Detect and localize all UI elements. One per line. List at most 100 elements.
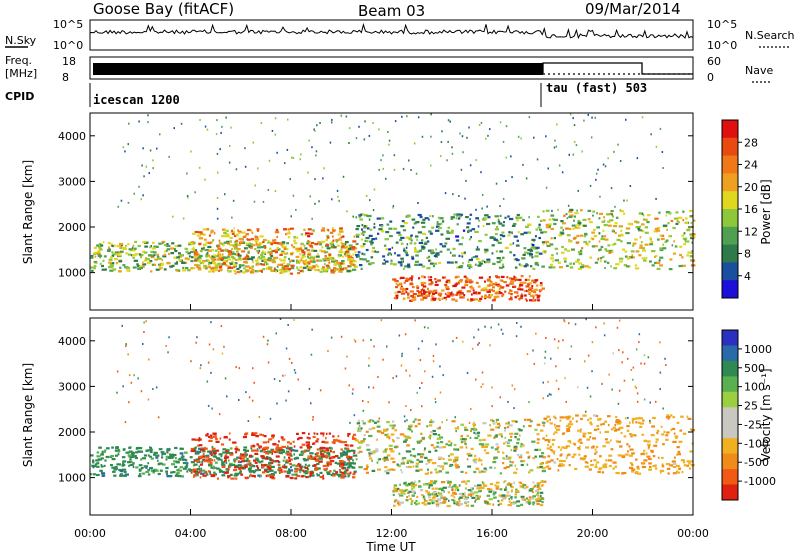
- data-cell: [353, 449, 356, 453]
- data-cell: [385, 231, 390, 234]
- data-cell: [447, 440, 451, 443]
- data-cell: [432, 420, 435, 423]
- data-cell: [244, 453, 248, 456]
- data-cell: [643, 354, 646, 357]
- data-cell: [616, 238, 621, 241]
- data-cell: [523, 289, 527, 293]
- data-cell: [510, 280, 512, 283]
- data-cell: [165, 458, 168, 461]
- data-cell: [432, 429, 436, 433]
- data-cell: [632, 366, 635, 369]
- data-cell: [373, 345, 375, 348]
- data-cell: [181, 261, 186, 264]
- data-cell: [152, 471, 155, 474]
- data-cell: [515, 278, 519, 281]
- data-cell: [523, 418, 527, 421]
- data-cell: [95, 261, 98, 264]
- data-cell: [207, 262, 210, 265]
- data-cell: [478, 439, 482, 442]
- data-cell: [202, 458, 205, 462]
- data-cell: [315, 455, 320, 458]
- data-cell: [366, 448, 371, 451]
- nave-label: Nave: [745, 64, 773, 77]
- data-cell: [608, 454, 613, 457]
- data-cell: [545, 434, 548, 437]
- data-cell: [554, 259, 559, 262]
- data-cell: [322, 474, 324, 477]
- data-cell: [575, 144, 578, 147]
- data-cell: [539, 463, 543, 466]
- data-cell: [502, 457, 505, 460]
- data-cell: [460, 441, 464, 444]
- data-cell: [222, 256, 227, 259]
- data-cell: [290, 466, 292, 469]
- data-cell: [528, 216, 530, 219]
- data-cell: [170, 252, 174, 255]
- data-cell: [316, 124, 318, 127]
- data-cell: [186, 269, 191, 272]
- data-cell: [253, 200, 256, 203]
- data-cell: [446, 248, 450, 251]
- data-cell: [202, 453, 205, 456]
- data-cell: [661, 151, 664, 153]
- data-cell: [617, 402, 620, 405]
- data-cell: [166, 448, 171, 451]
- data-cell: [285, 459, 288, 462]
- data-cell: [438, 492, 443, 495]
- data-cell: [145, 320, 147, 323]
- data-cell: [128, 248, 133, 251]
- data-cell: [375, 448, 379, 451]
- data-cell: [396, 500, 400, 503]
- data-cell: [450, 216, 455, 219]
- data-cell: [545, 135, 547, 138]
- data-cell: [317, 252, 319, 256]
- data-cell: [211, 259, 215, 262]
- data-cell: [507, 400, 509, 403]
- data-cell: [348, 465, 352, 468]
- data-cell: [213, 459, 216, 462]
- data-cell: [311, 260, 316, 263]
- data-cell: [137, 267, 141, 270]
- data-cell: [352, 263, 355, 266]
- data-cell: [484, 289, 488, 292]
- data-cell: [467, 493, 472, 496]
- data-cell: [362, 422, 366, 425]
- data-cell: [359, 218, 363, 221]
- data-cell: [220, 443, 225, 446]
- data-cell: [335, 260, 338, 263]
- data-cell: [495, 276, 500, 279]
- data-cell: [437, 433, 441, 437]
- data-cell: [464, 428, 469, 431]
- data-cell: [453, 499, 456, 502]
- data-cell: [450, 294, 454, 297]
- data-cell: [532, 267, 536, 270]
- data-cell: [509, 460, 511, 463]
- data-cell: [458, 215, 463, 218]
- data-cell: [645, 452, 648, 455]
- data-cell: [319, 450, 323, 453]
- data-cell: [304, 466, 308, 469]
- data-cell: [480, 385, 482, 388]
- data-cell: [168, 155, 170, 158]
- data-cell: [400, 364, 403, 367]
- data-cell: [610, 428, 614, 431]
- data-cell: [423, 500, 428, 503]
- data-cell: [291, 156, 293, 159]
- data-cell: [490, 446, 494, 449]
- data-cell: [430, 135, 432, 138]
- data-cell: [236, 250, 239, 253]
- data-cell: [210, 267, 214, 270]
- data-cell: [308, 432, 310, 435]
- data-cell: [435, 471, 439, 474]
- data-cell: [273, 241, 277, 244]
- data-cell: [550, 227, 554, 230]
- data-cell: [675, 222, 679, 225]
- data-cell: [443, 490, 445, 493]
- data-cell: [294, 477, 298, 480]
- data-cell: [210, 257, 215, 260]
- data-cell: [292, 157, 295, 159]
- data-cell: [452, 284, 457, 288]
- data-cell: [612, 426, 616, 429]
- data-cell: [291, 244, 293, 247]
- data-cell: [549, 422, 553, 425]
